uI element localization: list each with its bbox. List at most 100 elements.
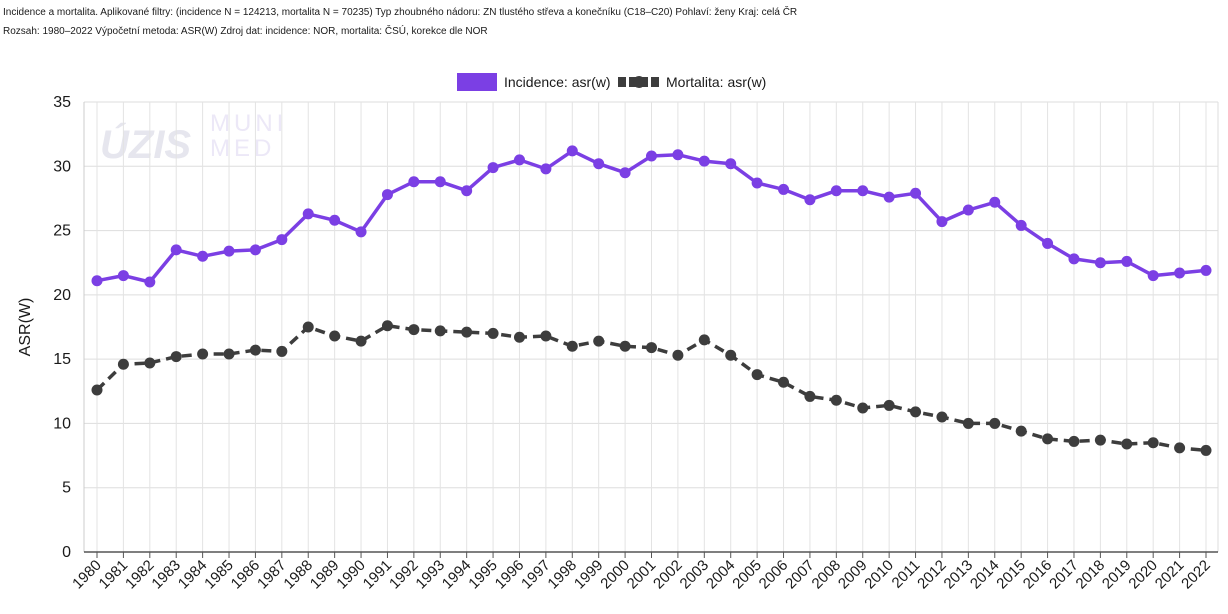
data-point[interactable] <box>144 357 156 369</box>
data-point[interactable] <box>936 411 948 423</box>
data-point[interactable] <box>751 369 763 381</box>
data-point[interactable] <box>91 384 103 396</box>
data-point[interactable] <box>698 334 710 346</box>
x-tick-label: 2007 <box>782 557 818 593</box>
data-point[interactable] <box>1042 237 1054 249</box>
data-point[interactable] <box>223 245 235 257</box>
data-point[interactable] <box>355 335 367 347</box>
data-point[interactable] <box>329 330 341 342</box>
data-point[interactable] <box>408 176 420 188</box>
x-tick-label: 2002 <box>650 557 686 593</box>
data-point[interactable] <box>197 250 209 262</box>
data-point[interactable] <box>487 327 499 339</box>
data-point[interactable] <box>1200 264 1212 276</box>
data-point[interactable] <box>804 194 816 206</box>
data-point[interactable] <box>566 340 578 352</box>
data-point[interactable] <box>276 345 288 357</box>
data-point[interactable] <box>91 275 103 287</box>
data-point[interactable] <box>170 351 182 363</box>
data-point[interactable] <box>223 348 235 360</box>
data-point[interactable] <box>461 326 473 338</box>
data-point[interactable] <box>804 390 816 402</box>
data-point[interactable] <box>1147 437 1159 449</box>
data-point[interactable] <box>672 149 684 161</box>
data-point[interactable] <box>857 402 869 414</box>
data-point[interactable] <box>962 204 974 216</box>
data-point[interactable] <box>381 320 393 332</box>
data-point[interactable] <box>1015 219 1027 231</box>
data-point[interactable] <box>434 325 446 337</box>
data-point[interactable] <box>117 270 129 282</box>
data-point[interactable] <box>1200 444 1212 456</box>
data-point[interactable] <box>751 177 763 189</box>
data-point[interactable] <box>170 244 182 256</box>
data-point[interactable] <box>725 349 737 361</box>
data-point[interactable] <box>778 376 790 388</box>
data-point[interactable] <box>540 163 552 175</box>
data-point[interactable] <box>936 216 948 228</box>
data-point[interactable] <box>1042 433 1054 445</box>
data-point[interactable] <box>249 344 261 356</box>
data-point[interactable] <box>698 155 710 167</box>
data-point[interactable] <box>646 342 657 354</box>
data-point[interactable] <box>962 417 974 429</box>
legend-swatch <box>457 73 497 91</box>
x-tick-label: 1991 <box>360 557 396 593</box>
data-point[interactable] <box>593 158 605 170</box>
data-point[interactable] <box>619 167 631 179</box>
data-point[interactable] <box>408 324 420 336</box>
data-point[interactable] <box>1147 270 1159 282</box>
data-point[interactable] <box>566 145 578 157</box>
data-point[interactable] <box>487 162 499 174</box>
data-point[interactable] <box>989 417 1001 429</box>
data-point[interactable] <box>883 191 895 203</box>
data-point[interactable] <box>540 330 552 342</box>
data-point[interactable] <box>249 244 261 256</box>
data-point[interactable] <box>672 349 684 361</box>
x-tick-label: 1986 <box>228 557 264 593</box>
data-point[interactable] <box>355 226 367 238</box>
y-tick-label: 35 <box>53 94 71 111</box>
legend-item-incidence[interactable]: Incidence: asr(w) <box>457 73 611 91</box>
data-point[interactable] <box>302 208 314 220</box>
data-point[interactable] <box>276 234 288 246</box>
data-point[interactable] <box>830 185 842 197</box>
data-point[interactable] <box>778 183 790 195</box>
data-point[interactable] <box>1068 253 1080 265</box>
data-point[interactable] <box>144 276 156 288</box>
legend-item-mortalita[interactable]: Mortalita: asr(w) <box>618 74 766 90</box>
data-point[interactable] <box>910 406 922 418</box>
data-point[interactable] <box>1068 435 1080 447</box>
data-point[interactable] <box>381 189 393 201</box>
data-point[interactable] <box>1094 257 1106 269</box>
data-point[interactable] <box>593 335 605 347</box>
x-tick-label: 2012 <box>914 557 950 593</box>
x-axis: 1980198119821983198419851986198719881989… <box>69 551 1218 593</box>
data-point[interactable] <box>989 196 1001 208</box>
series-mortalita <box>91 320 1212 456</box>
data-point[interactable] <box>513 331 525 343</box>
data-point[interactable] <box>1174 442 1186 454</box>
data-point[interactable] <box>857 185 869 197</box>
data-point[interactable] <box>883 399 895 411</box>
data-point[interactable] <box>1174 267 1186 279</box>
data-point[interactable] <box>1121 255 1133 267</box>
y-tick-label: 20 <box>53 287 71 304</box>
x-tick-label: 1992 <box>386 557 422 593</box>
data-point[interactable] <box>619 340 631 352</box>
data-point[interactable] <box>1121 438 1133 450</box>
data-point[interactable] <box>910 187 922 199</box>
data-point[interactable] <box>646 150 657 162</box>
data-point[interactable] <box>434 176 446 188</box>
data-point[interactable] <box>830 394 842 406</box>
data-point[interactable] <box>1015 425 1027 437</box>
data-point[interactable] <box>197 348 209 360</box>
data-point[interactable] <box>1094 434 1106 446</box>
x-tick-label: 1998 <box>544 557 580 593</box>
data-point[interactable] <box>461 185 473 197</box>
data-point[interactable] <box>513 154 525 166</box>
data-point[interactable] <box>329 214 341 226</box>
data-point[interactable] <box>302 321 314 333</box>
data-point[interactable] <box>117 358 129 370</box>
data-point[interactable] <box>725 158 737 170</box>
